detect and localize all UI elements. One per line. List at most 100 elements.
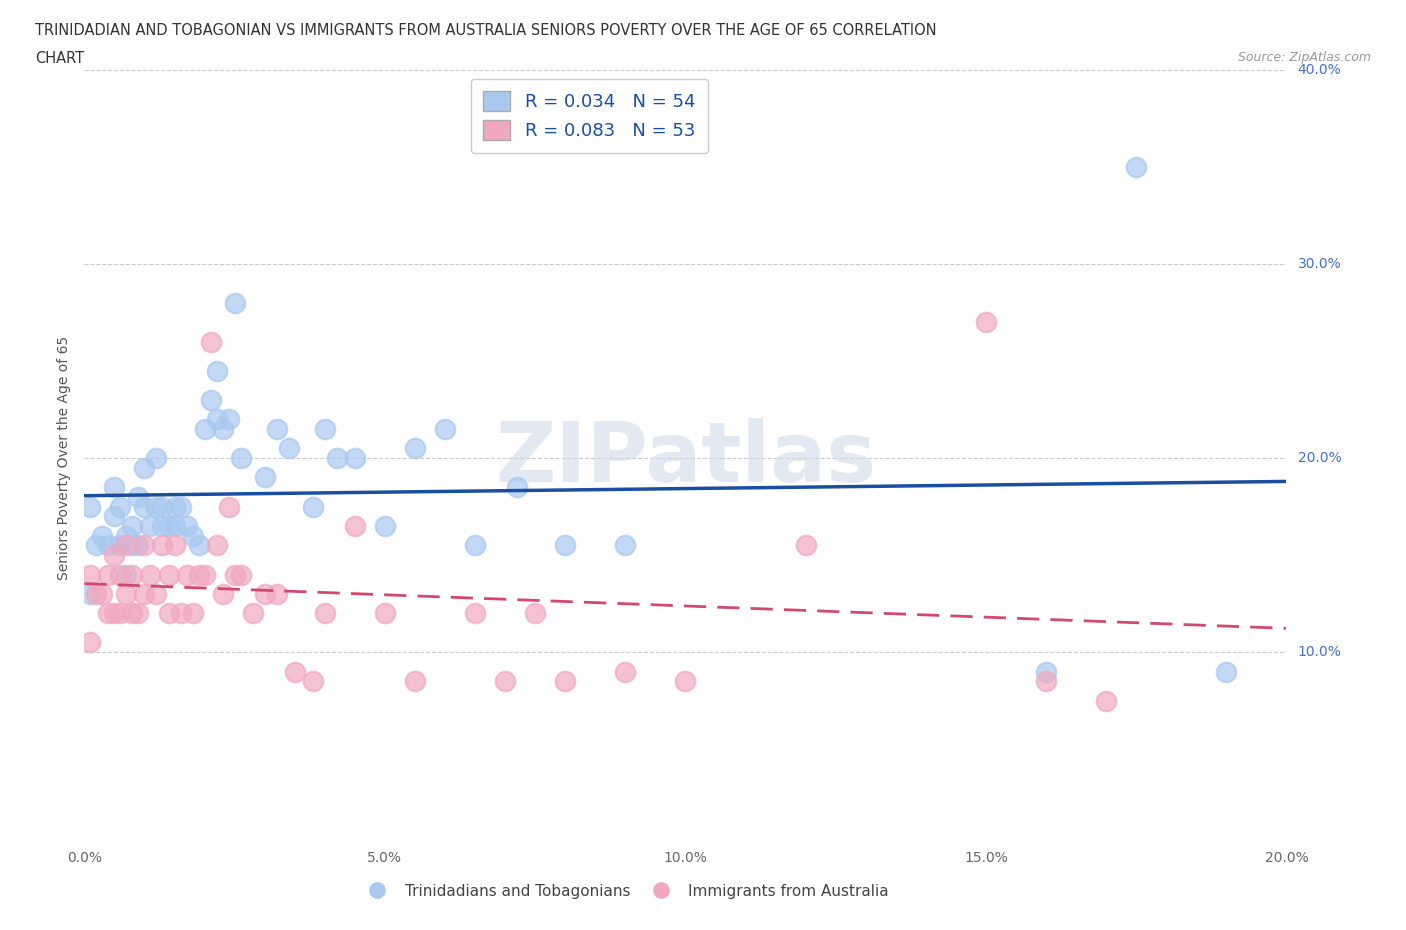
Point [211, 421, 233, 436]
Point [176, 567, 198, 582]
Point [110, 606, 132, 621]
Point [145, 499, 167, 514]
Point [79, 499, 101, 514]
Point [163, 499, 186, 514]
Point [152, 499, 174, 514]
Point [157, 606, 180, 621]
Point [1215, 664, 1237, 679]
Point [266, 587, 288, 602]
Text: TRINIDADIAN AND TOBAGONIAN VS IMMIGRANTS FROM AUSTRALIA SENIORS POVERTY OVER THE: TRINIDADIAN AND TOBAGONIAN VS IMMIGRANTS… [35, 23, 936, 38]
Point [115, 587, 138, 602]
Point [121, 519, 143, 534]
Point [194, 567, 217, 582]
Point [152, 538, 174, 552]
Point [464, 538, 486, 552]
Point [343, 519, 366, 534]
Point [224, 296, 246, 311]
Point [121, 567, 143, 582]
Point [404, 674, 426, 689]
Point [127, 489, 149, 504]
Point [134, 538, 156, 552]
Point [614, 538, 637, 552]
Point [97, 567, 120, 582]
Point [79, 567, 101, 582]
Point [134, 587, 156, 602]
Point [79, 587, 101, 602]
Text: ZIPatlas: ZIPatlas [495, 418, 876, 498]
Text: 30.0%: 30.0% [1298, 257, 1341, 271]
Point [145, 451, 167, 466]
Point [127, 538, 149, 552]
Legend: Trinidadians and Tobagonians, Immigrants from Australia: Trinidadians and Tobagonians, Immigrants… [356, 877, 894, 905]
Point [242, 606, 264, 621]
Point [181, 606, 204, 621]
Point [554, 538, 576, 552]
Point [314, 606, 336, 621]
Point [374, 606, 396, 621]
Point [187, 567, 209, 582]
Point [103, 480, 125, 495]
Point [157, 519, 180, 534]
Point [434, 421, 457, 436]
Point [115, 538, 138, 552]
Point [181, 528, 204, 543]
Point [200, 392, 222, 407]
Point [464, 606, 486, 621]
Point [301, 674, 323, 689]
Point [224, 567, 246, 582]
Point [211, 587, 233, 602]
Point [218, 412, 240, 427]
Point [86, 587, 108, 602]
Point [79, 635, 101, 650]
Point [205, 538, 228, 552]
Point [134, 460, 156, 475]
Point [200, 334, 222, 349]
Point [506, 480, 529, 495]
Point [1035, 674, 1057, 689]
Point [139, 519, 162, 534]
Point [524, 606, 547, 621]
Point [253, 470, 276, 485]
Point [1035, 664, 1057, 679]
Point [169, 606, 191, 621]
Point [218, 499, 240, 514]
Text: CHART: CHART [35, 51, 84, 66]
Point [115, 528, 138, 543]
Point [103, 548, 125, 563]
Point [1095, 693, 1118, 708]
Text: 40.0%: 40.0% [1298, 62, 1341, 77]
Point [121, 538, 143, 552]
Point [127, 606, 149, 621]
Point [205, 412, 228, 427]
Point [176, 519, 198, 534]
Point [614, 664, 637, 679]
Point [187, 538, 209, 552]
Point [91, 587, 114, 602]
Point [134, 499, 156, 514]
Point [374, 519, 396, 534]
Point [205, 364, 228, 379]
Point [91, 528, 114, 543]
Point [326, 451, 349, 466]
Point [103, 606, 125, 621]
Point [163, 538, 186, 552]
Point [194, 421, 217, 436]
Point [229, 567, 252, 582]
Point [284, 664, 307, 679]
Point [554, 674, 576, 689]
Point [277, 441, 299, 456]
Point [974, 314, 997, 329]
Point [115, 567, 138, 582]
Point [266, 421, 288, 436]
Point [301, 499, 323, 514]
Point [404, 441, 426, 456]
Point [494, 674, 516, 689]
Point [139, 567, 162, 582]
Point [314, 421, 336, 436]
Point [152, 519, 174, 534]
Point [97, 538, 120, 552]
Text: 20.0%: 20.0% [1298, 451, 1341, 465]
Point [229, 451, 252, 466]
Point [169, 499, 191, 514]
Y-axis label: Seniors Poverty Over the Age of 65: Seniors Poverty Over the Age of 65 [58, 336, 72, 580]
